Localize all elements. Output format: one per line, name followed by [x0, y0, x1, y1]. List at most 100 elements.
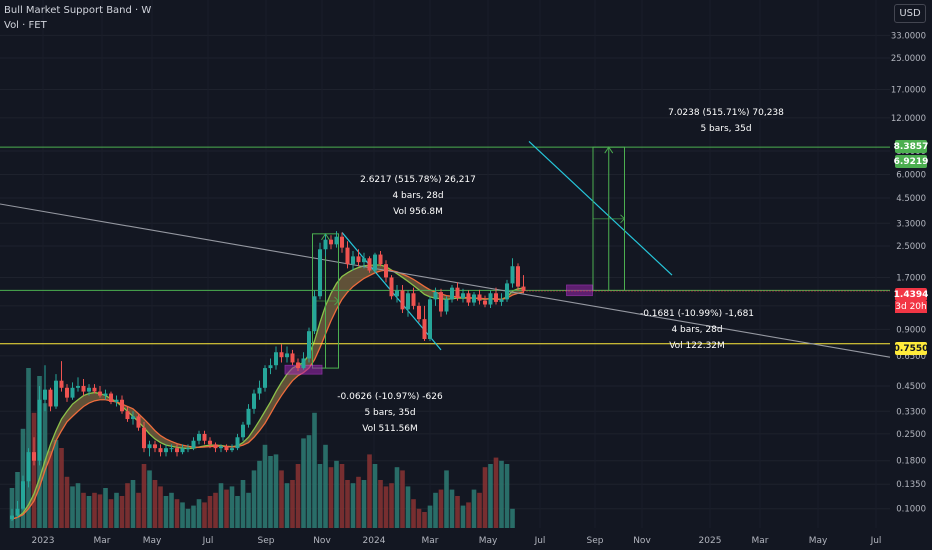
candle-body — [268, 365, 273, 369]
candle-body — [301, 358, 306, 369]
volume-bar — [334, 460, 339, 528]
price-tick-label: 4.5000 — [896, 194, 926, 204]
candle-body — [235, 437, 240, 449]
volume-bar — [356, 476, 361, 528]
candle-body — [406, 293, 410, 310]
currency-button[interactable]: USD — [894, 4, 926, 23]
volume-bar — [174, 499, 180, 528]
price-tag-current: 1.4394 — [893, 288, 929, 301]
indicator-title[interactable]: Bull Market Support Band · W — [4, 5, 152, 16]
volume-bar — [257, 460, 262, 528]
price-tick-label: 12.0000 — [891, 114, 926, 124]
volume-bar — [48, 451, 53, 528]
volume-bar — [405, 486, 411, 528]
projection-label-volume: Vol 956.8M — [393, 207, 443, 217]
volume-bar — [152, 480, 158, 528]
candle-body — [65, 387, 69, 398]
volume-legend[interactable]: Vol · FET — [4, 20, 47, 31]
volume-bar — [295, 464, 301, 528]
volume-bar — [460, 505, 466, 528]
candle-body — [521, 286, 526, 291]
candle-body — [103, 393, 108, 396]
projection2-label-bars: 5 bars, 35d — [700, 124, 752, 134]
candle-body — [329, 239, 333, 245]
candle-body — [131, 416, 135, 420]
price-tick-label: 6.0000 — [896, 170, 926, 180]
volume-bar — [323, 444, 328, 528]
candle-body — [92, 387, 97, 392]
price-tick-label: 17.0000 — [891, 85, 926, 95]
price-tick-label: 0.1350 — [896, 480, 926, 490]
drop2-label-change: -0.1681 (-10.99%) -1,681 — [639, 309, 755, 319]
projection-mid-arrow — [620, 214, 626, 224]
candle-body — [175, 448, 179, 453]
bar-countdown: 3d 20h — [895, 301, 927, 313]
time-tick-label: Nov — [313, 536, 331, 546]
projection-arrow-head — [604, 146, 614, 154]
time-tick-label: May — [809, 536, 828, 546]
price-tick-label: 0.4500 — [896, 382, 926, 392]
candle-body — [417, 305, 421, 320]
candle-body — [455, 287, 460, 299]
volume-bar — [59, 448, 64, 528]
candle-body — [274, 352, 278, 366]
trend-line — [0, 203, 891, 358]
time-tick-label: 2023 — [32, 536, 55, 546]
candle-body — [26, 452, 31, 482]
price-tick-label: 0.2500 — [896, 430, 926, 440]
volume-bar — [427, 505, 433, 528]
candle-body — [378, 254, 383, 265]
drop2-label-volume: Vol 122.32M — [669, 341, 725, 351]
candle-body — [191, 440, 196, 449]
candle-body — [494, 293, 498, 302]
candle-body — [257, 387, 262, 394]
candle-body — [208, 440, 212, 445]
time-tick-label: Sep — [587, 536, 604, 546]
candle-body — [307, 331, 311, 359]
candle-body — [389, 277, 394, 297]
candle-body — [15, 508, 20, 516]
candle-body — [356, 256, 361, 263]
volume-bar — [290, 480, 295, 528]
volume-bar — [158, 486, 163, 528]
volume-bar — [339, 464, 345, 528]
candle-body — [400, 290, 405, 310]
price-tick-label: 0.1000 — [896, 505, 926, 515]
volume-bar — [31, 412, 37, 528]
price-tick-label: 25.0000 — [891, 54, 926, 64]
candle-body — [164, 448, 168, 453]
volume-bar — [262, 444, 268, 528]
candle-body — [219, 446, 223, 449]
candle-body — [499, 299, 504, 302]
volume-bar — [130, 480, 136, 528]
candle-body — [70, 387, 75, 398]
volume-bar — [301, 438, 306, 528]
volume-bar — [433, 492, 438, 528]
volume-bar — [345, 480, 350, 528]
volume-bar — [147, 470, 152, 528]
price-tag-support: 0.7550 — [893, 342, 929, 355]
candle-body — [180, 448, 185, 453]
volume-bar — [119, 496, 125, 528]
candle-body — [279, 352, 284, 358]
volume-bar — [493, 457, 499, 528]
candle-body — [516, 266, 520, 287]
candle-body — [472, 294, 476, 303]
volume-bar — [207, 496, 213, 528]
candle-body — [323, 239, 328, 250]
time-tick-label: Mar — [422, 536, 439, 546]
candle-body — [450, 287, 454, 300]
projection-label-change: 2.6217 (515.78%) 26,217 — [360, 175, 476, 185]
candle-body — [202, 433, 207, 441]
volume-bar — [97, 494, 103, 528]
time-tick-label: Nov — [633, 536, 651, 546]
volume-bar — [306, 435, 312, 528]
volume-bar — [246, 492, 251, 528]
candle-body — [252, 393, 256, 409]
candle-body — [59, 380, 64, 388]
channel-line-right — [528, 140, 673, 276]
volume-bar — [185, 508, 191, 528]
support-band-line-ema — [11, 269, 524, 520]
drop-label-volume: Vol 511.56M — [362, 424, 418, 434]
